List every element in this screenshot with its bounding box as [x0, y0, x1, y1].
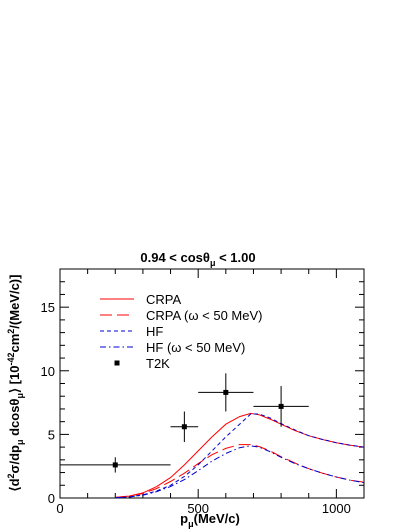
series-line [115, 444, 365, 498]
model-curves [115, 412, 365, 499]
x-tick-label: 0 [56, 501, 63, 516]
y-axis-title: ⟨d2σ/dpμ dcosθμ⟩ [10-42cm2/(MeV/c)] [6, 275, 25, 492]
legend-marker [114, 360, 120, 366]
series-line [115, 413, 365, 499]
data-point [60, 457, 171, 473]
data-points [60, 373, 309, 473]
y-tick-label: 15 [41, 300, 55, 315]
y-tick-label: 5 [48, 427, 55, 442]
y-tick-label: 0 [48, 491, 55, 506]
data-point [198, 373, 254, 412]
x-axis-title: pμ(MeV/c) [180, 511, 240, 529]
x-tick-label: 500 [187, 501, 209, 516]
data-marker [181, 424, 187, 430]
data-marker [278, 403, 284, 409]
chart-title: 0.94 < cosθμ < 1.00 [140, 250, 255, 268]
legend-label: HF (ω < 50 MeV) [146, 340, 245, 355]
plot-frame [59, 268, 365, 499]
legend-label: CRPA (ω < 50 MeV) [146, 308, 262, 323]
legend-label: T2K [146, 356, 170, 371]
data-marker [112, 462, 118, 468]
series-line [115, 445, 365, 499]
data-point [170, 411, 199, 443]
data-marker [223, 389, 229, 395]
y-tick-label: 10 [41, 364, 55, 379]
series-line [115, 412, 365, 498]
data-point [253, 386, 309, 427]
x-tick-label: 1000 [322, 501, 351, 516]
tick-labels: 0 500 1000 0 5 10 15 [41, 300, 351, 516]
legend-label: CRPA [146, 292, 181, 307]
axis-ticks [59, 268, 365, 499]
legend-label: HF [146, 324, 163, 339]
